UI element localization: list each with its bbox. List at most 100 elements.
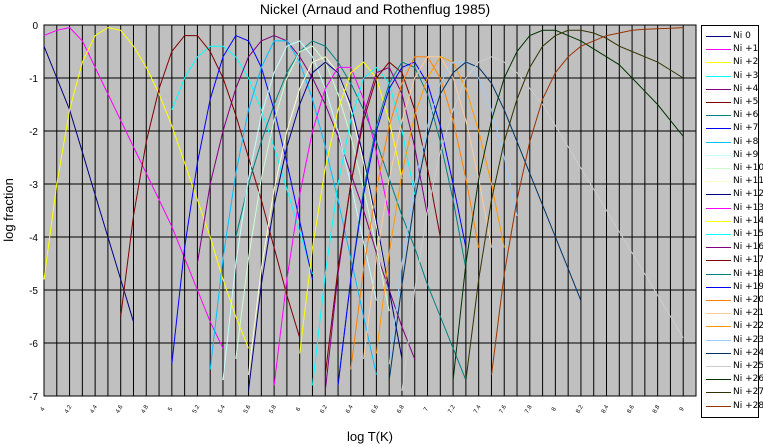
legend-item: Ni +2 — [704, 56, 760, 69]
legend-label: Ni +10 — [733, 163, 763, 173]
legend-swatch — [706, 379, 731, 381]
legend-label: Ni +17 — [733, 255, 763, 266]
series-line-8 — [209, 40, 377, 375]
legend-item: Ni +24 — [704, 347, 763, 360]
series-line-27 — [465, 29, 684, 381]
legend-item: Ni 0 — [704, 30, 760, 43]
legend-item: Ni +28 — [704, 400, 763, 413]
legend-swatch — [706, 128, 731, 130]
legend-swatch — [706, 260, 731, 262]
series-line-12 — [248, 61, 403, 391]
legend-label: Ni +3 — [733, 70, 759, 81]
legend-item: Ni +17 — [704, 254, 763, 267]
legend-swatch — [706, 141, 731, 143]
x-tick-label: 8 — [551, 406, 558, 412]
series-line-13 — [273, 66, 390, 386]
legend-swatch — [706, 339, 731, 341]
legend-item: Ni +12 — [704, 188, 763, 201]
legend-item: Ni +10 — [704, 162, 763, 175]
legend-swatch — [706, 102, 731, 103]
legend-item: Ni +16 — [704, 241, 763, 254]
grid — [43, 24, 697, 397]
legend-swatch — [706, 36, 731, 37]
y-axis-ticks: 0 -1 -2 -3 -4 -5 -6 -7 — [29, 21, 38, 403]
legend-item: Ni +26 — [704, 373, 763, 386]
legend-item: Ni +22 — [704, 320, 763, 333]
legend-swatch — [706, 326, 731, 328]
x-tick-label: 8.6 — [627, 404, 637, 415]
legend-label: Ni +7 — [733, 123, 759, 134]
legend-label: Ni +21 — [733, 308, 763, 319]
legend-label: Ni +23 — [733, 334, 763, 345]
legend-swatch — [706, 194, 731, 196]
legend-item: Ni +1 — [704, 43, 760, 56]
legend-item: Ni +23 — [704, 334, 763, 347]
legend-swatch — [706, 366, 731, 367]
legend-swatch — [706, 300, 731, 301]
series-line-19 — [337, 61, 467, 386]
legend-swatch — [706, 234, 731, 235]
x-tick-label: 7 — [423, 406, 430, 412]
series-line-28 — [491, 27, 684, 375]
legend-label: Ni +28 — [733, 400, 763, 411]
legend-label: Ni +25 — [733, 361, 763, 371]
legend-swatch — [706, 49, 731, 51]
x-axis-label: log T(K) — [347, 429, 393, 444]
x-tick-label: 4.6 — [115, 404, 125, 415]
legend-label: Ni +19 — [733, 281, 763, 292]
x-tick-label: 5.4 — [217, 404, 227, 415]
x-tick-label: 5 — [168, 406, 175, 412]
legend-swatch — [706, 392, 731, 394]
legend-label: Ni +1 — [733, 44, 759, 55]
legend-label: Ni +5 — [733, 97, 759, 107]
legend-label: Ni +26 — [733, 374, 763, 385]
legend-swatch — [706, 313, 731, 315]
legend-item: Ni +27 — [704, 386, 763, 399]
x-tick-label: 4 — [40, 406, 47, 412]
legend-item: Ni +15 — [704, 228, 763, 241]
legend-label: Ni +9 — [733, 149, 759, 160]
x-tick-label: 4.4 — [90, 404, 100, 415]
x-tick-label: 5.6 — [243, 404, 253, 415]
x-tick-label: 8.8 — [652, 404, 662, 415]
legend-label: Ni +2 — [733, 57, 759, 68]
legend-item: Ni +13 — [704, 202, 763, 215]
legend-label: Ni +6 — [733, 110, 759, 121]
x-tick-label: 6.6 — [371, 404, 381, 415]
legend-label: Ni +11 — [733, 176, 763, 187]
legend-label: Ni 0 — [733, 31, 751, 41]
x-tick-label: 4.8 — [141, 404, 151, 415]
legend-swatch — [706, 88, 731, 90]
legend-swatch — [706, 115, 731, 117]
series-line-23 — [388, 61, 518, 365]
x-tick-label: 4.2 — [64, 404, 74, 415]
x-tick-label: 6.2 — [320, 404, 330, 415]
x-tick-label: 5.8 — [269, 404, 279, 415]
series-line-26 — [452, 29, 684, 381]
legend-item: Ni +8 — [704, 136, 760, 149]
legend-item: Ni +6 — [704, 109, 760, 122]
series-line-14 — [299, 61, 403, 354]
legend-swatch — [706, 247, 731, 249]
legend-item: Ni +18 — [704, 268, 763, 281]
legend-swatch — [706, 286, 731, 288]
legend-swatch — [706, 220, 731, 222]
y-tick-label: -5 — [29, 286, 38, 297]
y-tick-label: -3 — [29, 180, 38, 191]
plot-area — [43, 24, 697, 397]
x-tick-label: 9 — [679, 406, 686, 412]
y-tick-label: 0 — [32, 21, 38, 32]
legend-item: Ni +9 — [704, 149, 760, 162]
legend-label: Ni +22 — [733, 321, 763, 332]
legend-swatch — [706, 62, 731, 64]
x-tick-label: 7.2 — [448, 404, 458, 415]
legend-swatch — [706, 168, 731, 169]
legend-swatch — [706, 181, 731, 183]
legend: Ni 0 Ni +1 Ni +2 Ni +3 Ni +4 Ni +5 Ni +6 Ni +7 N… — [701, 25, 763, 418]
series-line-24 — [388, 61, 582, 381]
series-line-11 — [248, 56, 390, 375]
legend-label: Ni +20 — [733, 295, 763, 305]
x-tick-label: 7.6 — [499, 404, 509, 415]
legend-swatch — [706, 154, 731, 156]
legend-swatch — [706, 405, 731, 407]
